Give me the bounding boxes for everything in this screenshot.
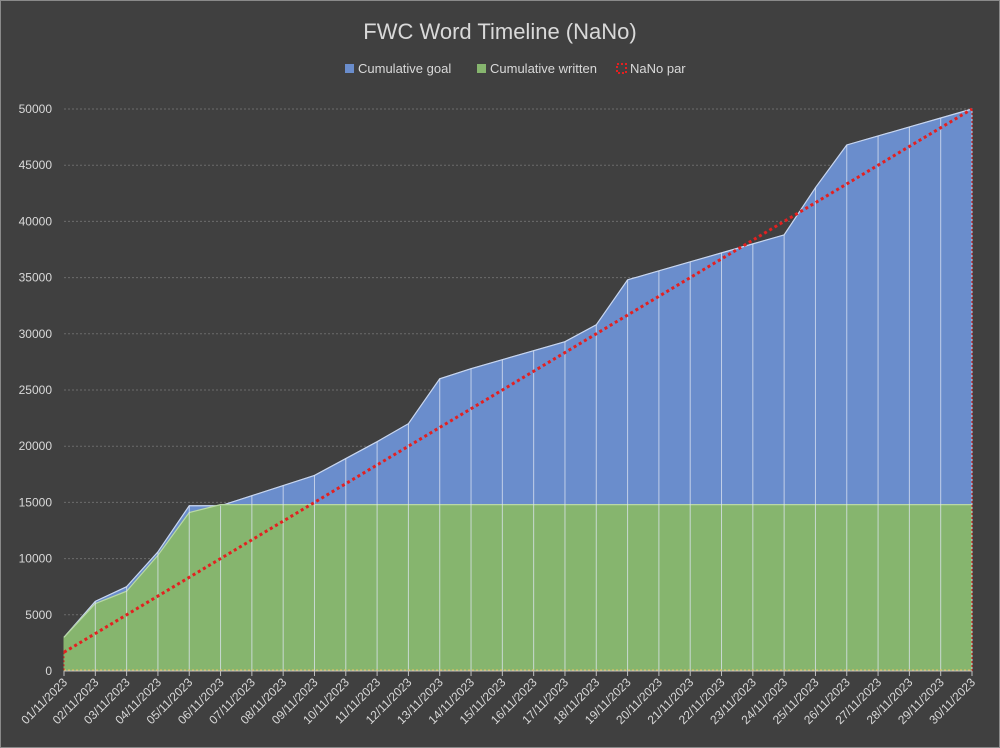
category-dividers: [94, 109, 973, 671]
chart-title: FWC Word Timeline (NaNo): [363, 19, 636, 44]
legend-swatch-nano-par: [616, 63, 627, 74]
y-axis-tick-labels: 0 5000 10000 15000 20000 25000 30000 35000 40000…: [19, 102, 53, 678]
y-tick-label: 35000: [19, 271, 53, 285]
legend-swatch-cumulative-written: [477, 64, 486, 73]
axes: [63, 670, 973, 676]
x-axis-tick-labels: 01/11/202302/11/202303/11/202304/11/2023…: [18, 675, 978, 727]
legend: Cumulative goal Cumulative written NaNo pa…: [345, 61, 686, 76]
plot-areas: [63, 108, 973, 672]
y-tick-label: 20000: [19, 439, 53, 453]
legend-label: Cumulative written: [490, 61, 597, 76]
legend-swatch-cumulative-goal: [345, 64, 354, 73]
series-area-cumulative-written: [63, 504, 973, 672]
series-outline-cumulative-written: [63, 504, 972, 638]
legend-label: Cumulative goal: [358, 61, 451, 76]
y-tick-label: 5000: [25, 608, 52, 622]
y-tick-label: 15000: [19, 495, 53, 509]
par-line-group: [63, 107, 973, 671]
y-tick-label: 40000: [19, 214, 53, 228]
y-tick-label: 50000: [19, 102, 53, 116]
series-line-nano-par: [63, 107, 973, 654]
legend-label: NaNo par: [630, 61, 686, 76]
y-tick-label: 0: [45, 664, 52, 678]
y-tick-label: 10000: [19, 552, 53, 566]
y-tick-label: 30000: [19, 327, 53, 341]
y-tick-label: 25000: [19, 383, 53, 397]
y-tick-label: 45000: [19, 158, 53, 172]
